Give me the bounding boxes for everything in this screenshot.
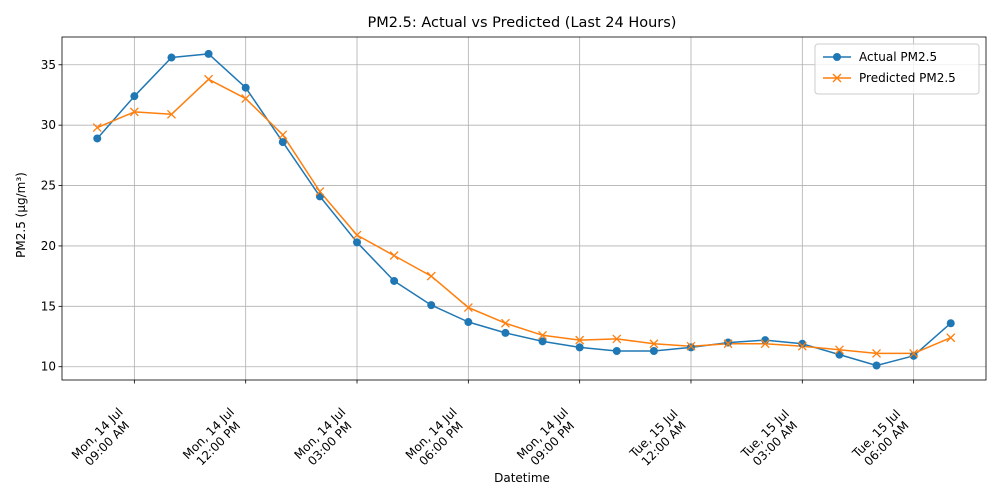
x-axis-title: Datetime [494, 471, 550, 485]
legend-label: Predicted PM2.5 [859, 71, 956, 85]
x-tick-label: Tue, 15 Jul06:00 AM [849, 407, 913, 471]
point-predicted-1 [129, 107, 139, 117]
point-actual-11 [501, 328, 510, 337]
x-tick-label: Mon, 14 Jul06:00 PM [403, 405, 470, 472]
point-actual-15 [649, 347, 658, 356]
series-lines [96, 53, 952, 367]
y-axis-title: PM2.5 (µg/m³) [14, 172, 28, 258]
point-predicted-10 [463, 303, 473, 312]
x-tick-label: Tue, 15 Jul03:00 AM [738, 407, 802, 471]
point-predicted-5 [278, 130, 288, 140]
y-tick-label: 25 [41, 179, 56, 193]
point-predicted-15 [649, 339, 659, 349]
point-predicted-12 [538, 330, 548, 340]
point-actual-10 [464, 318, 473, 327]
point-predicted-9 [426, 271, 436, 281]
point-actual-17 [724, 338, 733, 347]
point-actual-7 [353, 238, 362, 247]
point-actual-23 [946, 319, 955, 328]
point-predicted-22 [909, 348, 919, 358]
legend[interactable]: Actual PM2.5 Predicted PM2.5 [814, 43, 980, 95]
legend-label: Actual PM2.5 [859, 50, 937, 64]
point-actual-12 [538, 337, 547, 346]
point-predicted-21 [872, 348, 881, 358]
legend-item-1[interactable]: Predicted PM2.5 [823, 71, 956, 85]
x-tick-label: Mon, 14 Jul09:00 AM [69, 405, 136, 472]
point-predicted-6 [315, 187, 325, 197]
x-axis: Mon, 14 Jul09:00 AM Mon, 14 Jul12:00 PM Mo… [69, 380, 915, 472]
legend-item-0[interactable]: Actual PM2.5 [823, 50, 937, 64]
point-actual-9 [427, 301, 436, 310]
series-line-0 [96, 53, 952, 367]
point-actual-2 [167, 53, 176, 62]
point-actual-4 [241, 83, 250, 92]
point-actual-16 [686, 343, 695, 352]
point-predicted-3 [204, 74, 214, 84]
chart-title: PM2.5: Actual vs Predicted (Last 24 Hour… [368, 15, 677, 31]
point-actual-21 [872, 361, 881, 370]
y-tick-label: 20 [41, 239, 56, 253]
point-actual-5 [278, 138, 287, 147]
point-predicted-17 [723, 339, 733, 349]
legend-marker [832, 73, 842, 83]
point-predicted-2 [167, 109, 176, 119]
point-actual-19 [798, 339, 807, 348]
y-axis: 10 15 20 25 30 35 [41, 58, 62, 374]
point-actual-14 [612, 347, 621, 356]
series-line-1 [97, 78, 951, 355]
point-actual-8 [390, 276, 399, 285]
point-actual-1 [130, 92, 139, 101]
point-predicted-19 [797, 341, 807, 351]
y-tick-label: 15 [41, 299, 56, 313]
point-predicted-11 [500, 318, 510, 328]
point-actual-22 [909, 351, 918, 360]
point-actual-13 [575, 343, 584, 352]
point-predicted-18 [760, 339, 770, 349]
point-predicted-23 [946, 333, 956, 343]
x-tick-label: Mon, 14 Jul03:00 PM [291, 405, 358, 472]
y-tick-label: 35 [41, 58, 56, 72]
series-markers [92, 49, 956, 370]
point-predicted-13 [575, 335, 585, 345]
x-tick-label: Tue, 15 Jul12:00 AM [626, 407, 690, 471]
point-actual-0 [93, 134, 102, 143]
plot-area [61, 36, 987, 381]
point-predicted-8 [389, 251, 399, 261]
legend-box [814, 43, 980, 95]
legend-marker [833, 53, 841, 61]
point-predicted-7 [352, 230, 362, 240]
x-tick-label: Mon, 14 Jul12:00 PM [180, 405, 247, 472]
y-tick-label: 30 [41, 118, 56, 132]
point-predicted-20 [834, 345, 844, 355]
point-predicted-14 [612, 334, 622, 344]
point-predicted-4 [241, 94, 251, 104]
point-actual-3 [204, 49, 213, 58]
point-predicted-0 [92, 123, 102, 133]
point-predicted-16 [686, 341, 696, 351]
x-tick-label: Mon, 14 Jul09:00 PM [514, 405, 581, 472]
y-tick-label: 10 [41, 360, 56, 374]
